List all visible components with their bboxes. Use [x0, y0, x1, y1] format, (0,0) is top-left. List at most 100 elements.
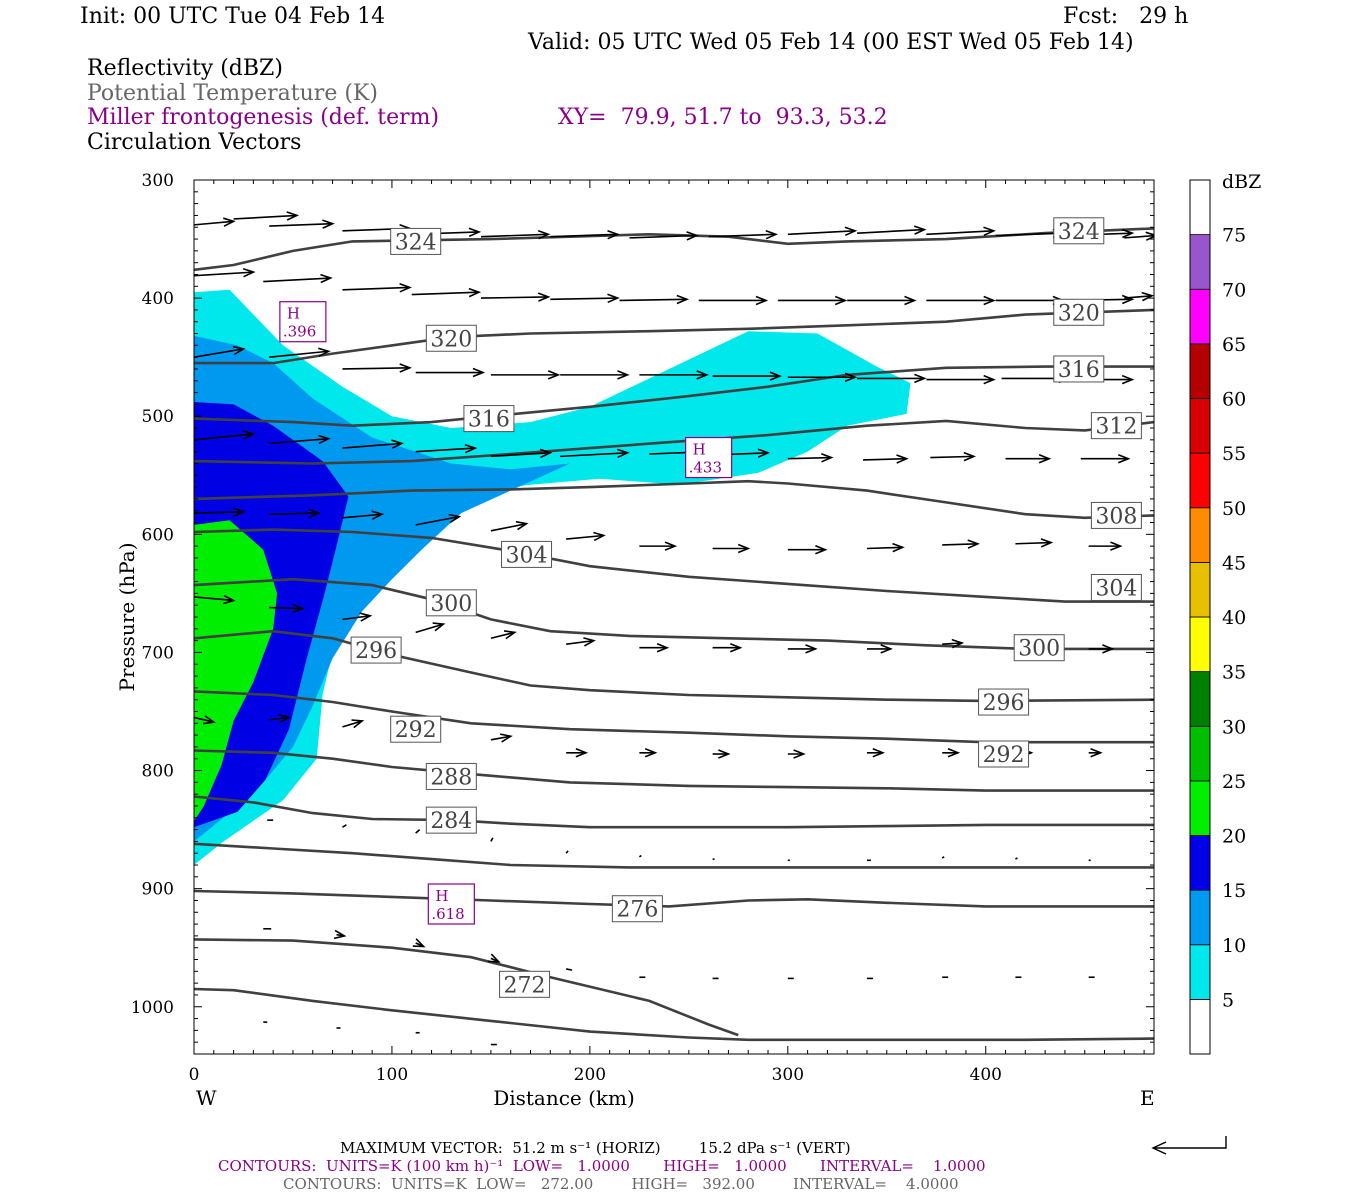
theta-contour-272	[194, 938, 739, 1037]
theta-label: 312	[1095, 415, 1137, 440]
circulation-vector	[194, 430, 256, 441]
theta-label: 288	[430, 765, 472, 790]
colorbar-label: 40	[1222, 607, 1246, 629]
circulation-vector	[639, 748, 658, 758]
circulation-vector	[550, 293, 620, 304]
x-tick-label: 0	[189, 1065, 200, 1085]
circulation-vector	[787, 644, 818, 654]
circulation-vector	[1124, 291, 1154, 302]
axes: 300 400 500 600 700 800 900 1000 0 100 200 300 400 Di…	[115, 171, 1155, 1110]
circulation-vector	[269, 603, 306, 614]
circulation-vector	[942, 638, 965, 649]
theta-label-box	[1090, 501, 1142, 529]
theta-label: 296	[983, 691, 1025, 716]
maximum-vector-note: MAXIMUM VECTOR: 51.2 m s⁻¹ (HORIZ) 15.2 …	[340, 1139, 851, 1157]
west-label: W	[196, 1086, 217, 1110]
circulation-vector	[698, 295, 769, 306]
theta-contour-320	[194, 308, 1154, 365]
circulation-vector	[941, 856, 945, 859]
theta-label: 308	[1095, 504, 1137, 529]
theta-contour-note: CONTOURS: UNITS=K LOW= 272.00 HIGH= 392.…	[283, 1175, 959, 1193]
colorbar-label: 55	[1222, 443, 1246, 465]
frontogenesis-max-symbol: H	[435, 887, 448, 905]
theta-label-box	[463, 405, 515, 433]
circulation-vector	[194, 217, 236, 227]
x-tick-label: 300	[772, 1065, 804, 1085]
circulation-vector	[194, 507, 246, 517]
y-tick-label: 500	[142, 407, 174, 427]
colorbar-label: 30	[1222, 716, 1246, 738]
circulation-vector	[930, 451, 977, 462]
circulation-vector	[866, 748, 885, 758]
circulation-vector	[490, 520, 529, 532]
colorbar-bin	[1189, 944, 1211, 1000]
circulation-vector	[342, 612, 373, 622]
colorbar-bin	[1189, 452, 1211, 509]
east-label: E	[1140, 1086, 1155, 1110]
colorbar-bin	[1189, 561, 1211, 618]
init-time: Init: 00 UTC Tue 04 Feb 14	[80, 4, 386, 29]
circulation-vector	[639, 642, 670, 653]
circulation-vector	[269, 434, 331, 445]
circulation-vector	[415, 513, 462, 526]
field-frontogenesis: Miller frontogenesis (def. term)	[87, 105, 440, 130]
circulation-vector	[942, 539, 980, 549]
theta-label: 300	[430, 592, 472, 617]
colorbar-label: 70	[1222, 279, 1246, 301]
colorbar-bin	[1189, 616, 1211, 673]
circulation-vector	[787, 749, 806, 759]
theta-contour-288	[194, 749, 1154, 792]
colorbar-label: 65	[1222, 334, 1246, 356]
theta-contour-292	[194, 690, 1154, 744]
circulation-vector	[712, 543, 751, 554]
colorbar-label: 20	[1222, 826, 1246, 848]
frontogenesis-max-box	[279, 301, 327, 343]
y-tick-label: 800	[142, 762, 174, 782]
y-tick-label: 600	[142, 525, 174, 545]
theta-contour-280	[194, 842, 1154, 869]
theta-label-box	[1090, 412, 1142, 440]
reflectivity-20-dbz	[194, 520, 278, 822]
frontogenesis-contour-note: CONTOURS: UNITS=K (100 km h)⁻¹ LOW= 1.00…	[218, 1157, 986, 1175]
circulation-vector	[490, 370, 561, 380]
circulation-vector	[1015, 857, 1018, 860]
circulation-vector	[787, 372, 858, 382]
frontogenesis-max-value: .433	[689, 459, 722, 477]
colorbar-frame	[1189, 179, 1211, 1055]
theta-contour-308	[194, 479, 1154, 520]
circulation-vector	[857, 225, 927, 235]
colorbar-label: 45	[1222, 552, 1246, 574]
field-circulation-vectors: Circulation Vectors	[87, 130, 302, 155]
theta-contour-284	[194, 795, 1154, 829]
frontogenesis-max-box	[685, 436, 733, 479]
colorbar-bin	[1189, 835, 1211, 891]
theta-label-box	[1053, 355, 1105, 383]
circulation-vector	[342, 439, 404, 449]
circulation-vector	[412, 938, 426, 948]
x-tick-label: 400	[970, 1065, 1002, 1085]
theta-label: 316	[1058, 358, 1100, 383]
theta-label: 320	[1058, 301, 1100, 326]
theta-label-box	[1053, 298, 1105, 326]
y-axis-title: Pressure (hPa)	[115, 543, 139, 692]
circulation-vector	[342, 719, 365, 729]
colorbar-label: 75	[1222, 225, 1246, 247]
circulation-vector	[415, 828, 421, 834]
circulation-vector	[411, 287, 482, 298]
theta-label: 304	[506, 543, 548, 568]
circulation-vector	[639, 541, 678, 551]
colorbar-label: 50	[1222, 498, 1246, 520]
circulation-vector	[566, 531, 606, 542]
circulation-vector	[269, 713, 292, 724]
theta-contour-316	[194, 365, 1154, 428]
circulation-vector	[566, 748, 589, 758]
colorbar-bin	[1189, 288, 1211, 345]
circulation-vector	[787, 226, 858, 237]
circulation-vector	[926, 374, 996, 385]
circulation-vector	[619, 294, 690, 305]
circulation-vector	[638, 854, 642, 858]
circulation-vector	[926, 295, 996, 306]
colorbar-bin	[1189, 398, 1211, 454]
theta-label-box	[425, 762, 477, 790]
